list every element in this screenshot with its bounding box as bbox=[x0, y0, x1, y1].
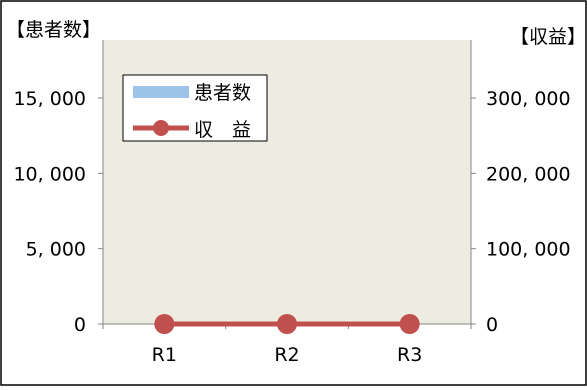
right-tick-label: 300, 000 bbox=[486, 88, 571, 110]
right-tick-label: 0 bbox=[486, 314, 498, 336]
legend-line-marker bbox=[153, 120, 169, 136]
left-tick-label: 10, 000 bbox=[13, 163, 86, 185]
right-tick-label: 100, 000 bbox=[486, 239, 571, 261]
series-point bbox=[277, 314, 297, 334]
legend-bar-swatch bbox=[133, 86, 189, 98]
series-point bbox=[154, 314, 175, 334]
x-axis: R1 R2 R3 bbox=[98, 323, 472, 366]
left-tick-label: 15, 000 bbox=[13, 88, 86, 110]
legend-line-label: 収 益 bbox=[194, 119, 251, 141]
left-tick-label: 5, 000 bbox=[26, 239, 86, 261]
legend: 患者数 収 益 bbox=[122, 74, 268, 142]
x-tick-label: R2 bbox=[274, 344, 299, 366]
right-tick-label: 200, 000 bbox=[486, 163, 571, 185]
x-tick-label: R1 bbox=[152, 344, 177, 366]
left-tick-label: 0 bbox=[74, 314, 86, 336]
right-axis-title: 【収益】 bbox=[510, 26, 586, 48]
right-axis: 0 100, 000 200, 000 300, 000 bbox=[470, 40, 571, 336]
left-axis-title: 【患者数】 bbox=[6, 19, 101, 41]
left-axis: 0 5, 000 10, 000 15, 000 bbox=[13, 40, 104, 336]
line-series bbox=[154, 314, 420, 334]
series-point bbox=[399, 314, 420, 334]
x-tick-label: R3 bbox=[397, 344, 422, 366]
legend-bar-label: 患者数 bbox=[194, 82, 251, 104]
